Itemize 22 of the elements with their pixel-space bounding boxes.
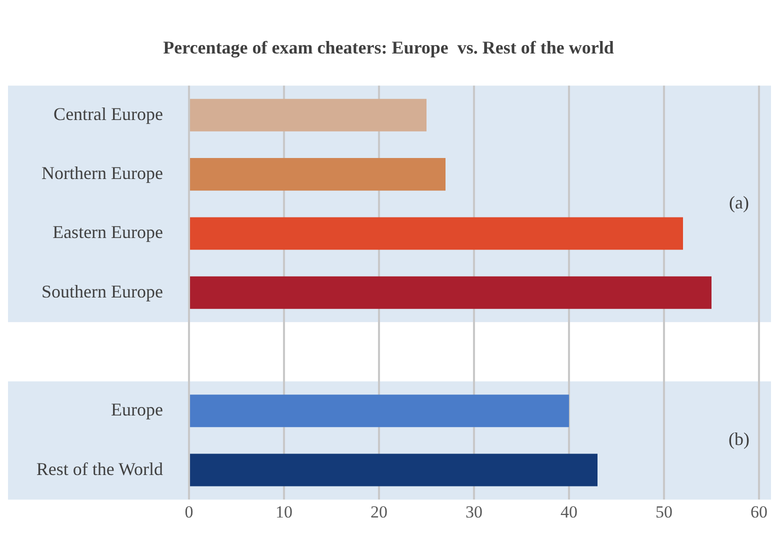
y-tick-label: Central Europe	[54, 104, 164, 124]
x-tick-label: 60	[750, 502, 768, 522]
y-tick-label: Southern Europe	[42, 281, 164, 302]
bar	[190, 394, 570, 428]
y-tick-label: Rest of the World	[36, 458, 164, 479]
y-tick-label: Eastern Europe	[52, 222, 164, 242]
band-label: (a)	[729, 192, 749, 213]
band-label: (b)	[728, 429, 750, 450]
bar	[190, 217, 684, 250]
bar	[190, 276, 712, 309]
x-tick-label: 40	[560, 502, 578, 522]
x-tick-label: 20	[370, 502, 388, 522]
bar	[190, 454, 598, 486]
y-tick-label: Europe	[111, 400, 164, 420]
bar	[190, 158, 446, 191]
x-tick-label: 30	[466, 502, 483, 522]
x-tick-label: 10	[276, 502, 293, 522]
y-tick-label: Northern Europe	[42, 163, 164, 184]
chart-title: Percentage of exam cheaters: Europe vs. Rest of the world	[163, 37, 614, 58]
x-tick-label: 50	[656, 502, 673, 522]
bar	[190, 98, 427, 132]
x-tick-label: 0	[184, 502, 194, 522]
